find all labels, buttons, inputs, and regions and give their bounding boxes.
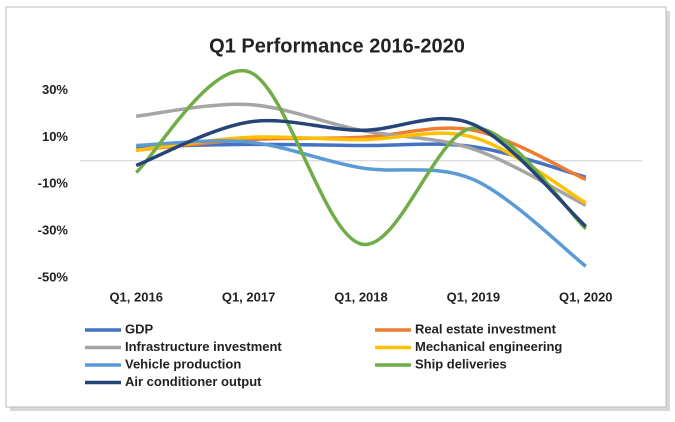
chart-title: Q1 Performance 2016-2020 bbox=[209, 35, 465, 57]
y-tick-label: 10% bbox=[42, 129, 68, 144]
y-tick-label: -50% bbox=[38, 269, 69, 284]
legend-label: Vehicle production bbox=[125, 356, 241, 371]
y-tick-label: -10% bbox=[38, 176, 69, 191]
x-tick-label: Q1, 2019 bbox=[447, 289, 501, 304]
x-tick-label: Q1, 2020 bbox=[559, 289, 613, 304]
y-tick-label: 30% bbox=[42, 82, 68, 97]
y-tick-label: -30% bbox=[38, 223, 69, 238]
x-tick-label: Q1, 2018 bbox=[334, 289, 388, 304]
legend-label: Ship deliveries bbox=[415, 356, 507, 371]
frame bbox=[5, 6, 667, 408]
x-tick-label: Q1, 2016 bbox=[109, 289, 163, 304]
legend-label: Infrastructure investment bbox=[125, 339, 282, 354]
legend-label: Air conditioner output bbox=[125, 374, 262, 389]
series-line bbox=[134, 68, 587, 246]
legend-label: Mechanical engineering bbox=[415, 339, 562, 354]
legend-label: GDP bbox=[125, 321, 154, 336]
x-tick-label: Q1, 2017 bbox=[222, 289, 276, 304]
series-line bbox=[136, 139, 587, 268]
legend-label: Real estate investment bbox=[415, 321, 557, 336]
series-line bbox=[135, 116, 587, 228]
